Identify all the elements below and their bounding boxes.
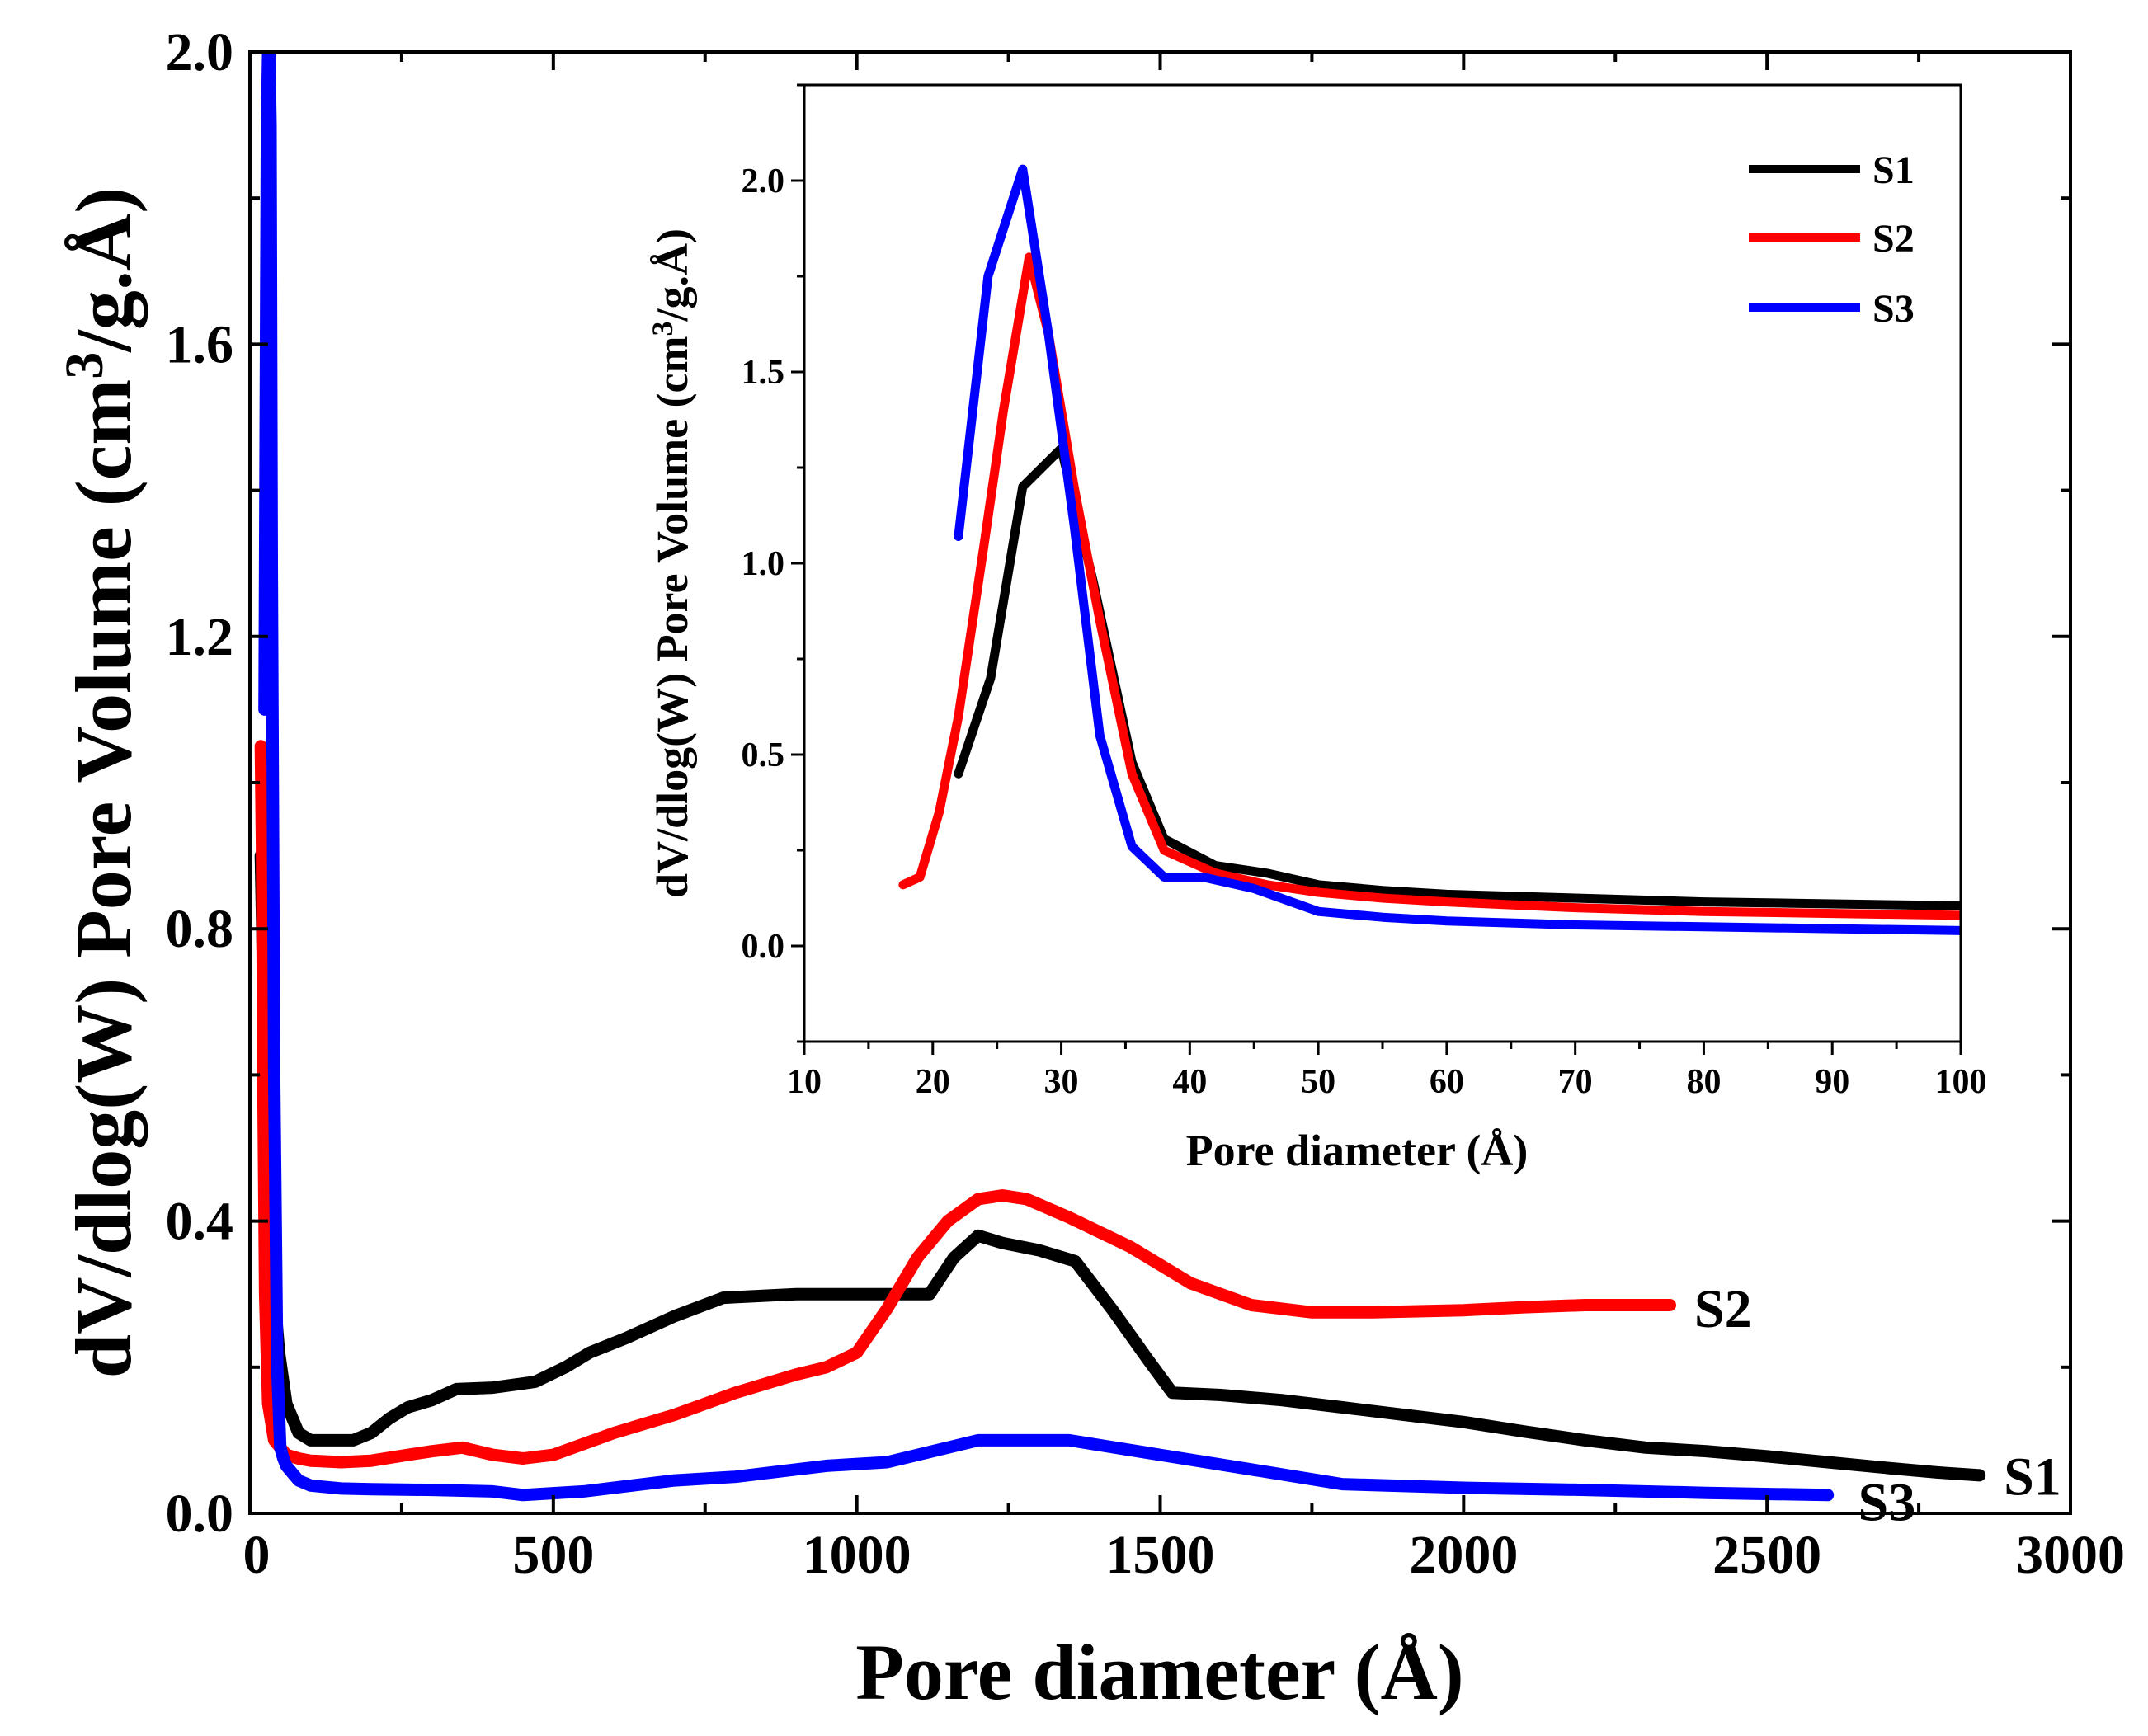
- main-y-axis-title-post: /g.Å): [59, 187, 148, 353]
- main-series-s2: [254, 740, 1676, 1469]
- inset-series-group: [898, 164, 1961, 935]
- inset-series-s2: [898, 252, 1961, 920]
- inset-plot: 10 20 30 40 50 60 70 80 90 100 0.0 0.5 1…: [646, 83, 1987, 1175]
- main-x-tick-labels: 0 500 1000 1500 2000 2500 3000: [243, 1525, 2126, 1585]
- inset-y-axis-title-sup: 3: [646, 322, 679, 336]
- main-y-tick-label-0-4: 0.4: [166, 1192, 234, 1252]
- inset-x-tick-label-20: 20: [916, 1063, 950, 1101]
- main-x-tick-label-0: 0: [243, 1525, 271, 1585]
- inset-x-tick-label-90: 90: [1815, 1063, 1849, 1101]
- inset-y-tick-labels: 0.0 0.5 1.0 1.5 2.0: [742, 162, 785, 966]
- inset-x-tick-label-10: 10: [787, 1063, 822, 1101]
- inset-y-tick-label-0-5: 0.5: [742, 736, 785, 774]
- main-x-tick-label-1000: 1000: [803, 1525, 911, 1585]
- main-x-tick-label-500: 500: [512, 1525, 594, 1585]
- main-curve-label-s2: S2: [1694, 1279, 1752, 1339]
- inset-y-tick-label-1-0: 1.0: [742, 545, 785, 583]
- inset-x-tick-label-60: 60: [1430, 1063, 1464, 1101]
- inset-x-tick-labels: 10 20 30 40 50 60 70 80 90 100: [787, 1063, 1987, 1101]
- inset-series-s3: [954, 164, 1961, 935]
- inset-series-s1: [954, 444, 1961, 910]
- main-y-tick-label-1-2: 1.2: [166, 607, 234, 667]
- main-series-group: [254, 52, 1986, 1502]
- main-plot: 0 500 1000 1500 2000 2500 3000 0.0 0.4 0…: [54, 22, 2125, 1716]
- main-y-tick-label-0-0: 0.0: [166, 1484, 234, 1544]
- main-tick-marks: [248, 50, 2072, 1515]
- main-y-tick-labels: 0.0 0.4 0.8 1.2 1.6 2.0: [166, 22, 234, 1544]
- legend-label-s2: S2: [1872, 217, 1915, 261]
- inset-y-axis-title-pre: dV/dlog(W) Pore Volume (cm: [648, 336, 697, 897]
- inset-x-tick-label-50: 50: [1301, 1063, 1335, 1101]
- inset-y-tick-label-0-0: 0.0: [742, 928, 785, 966]
- inset-tick-marks: [791, 83, 1962, 1055]
- main-series-s3: [258, 52, 1835, 1502]
- inset-x-tick-label-80: 80: [1686, 1063, 1721, 1101]
- main-curve-label-s1: S1: [2004, 1447, 2061, 1508]
- inset-y-tick-label-2-0: 2.0: [742, 162, 785, 200]
- inset-x-tick-label-100: 100: [1935, 1063, 1987, 1101]
- main-y-tick-label-0-8: 0.8: [166, 899, 234, 959]
- main-y-tick-label-2-0: 2.0: [166, 22, 234, 82]
- main-x-tick-label-1500: 1500: [1106, 1525, 1215, 1585]
- inset-y-axis-title: dV/dlog(W) Pore Volume (cm3/g.Å): [646, 228, 697, 898]
- inset-legend: S1 S2 S3: [1749, 148, 1915, 331]
- main-y-axis-title-sup: 3: [54, 352, 115, 379]
- inset-x-tick-label-30: 30: [1044, 1063, 1079, 1101]
- inset-x-tick-label-70: 70: [1558, 1063, 1593, 1101]
- main-x-tick-label-2500: 2500: [1712, 1525, 1821, 1585]
- inset-y-tick-label-1-5: 1.5: [742, 354, 785, 392]
- main-curve-label-s3: S3: [1858, 1473, 1916, 1533]
- main-x-tick-label-2000: 2000: [1409, 1525, 1518, 1585]
- main-y-axis-title: dV/dlog(W) Pore Volume (cm3/g.Å): [54, 187, 148, 1378]
- main-y-axis-title-pre: dV/dlog(W) Pore Volume (cm: [59, 379, 148, 1378]
- inset-y-axis-title-post: /g.Å): [648, 228, 697, 322]
- inset-x-axis-title: Pore diameter (Å): [1186, 1126, 1529, 1175]
- main-y-tick-label-1-6: 1.6: [166, 314, 234, 374]
- inset-x-tick-label-40: 40: [1172, 1063, 1207, 1101]
- main-x-tick-label-3000: 3000: [2016, 1525, 2125, 1585]
- legend-label-s1: S1: [1872, 148, 1915, 192]
- main-x-axis-title: Pore diameter (Å): [855, 1628, 1463, 1716]
- legend-label-s3: S3: [1872, 287, 1915, 331]
